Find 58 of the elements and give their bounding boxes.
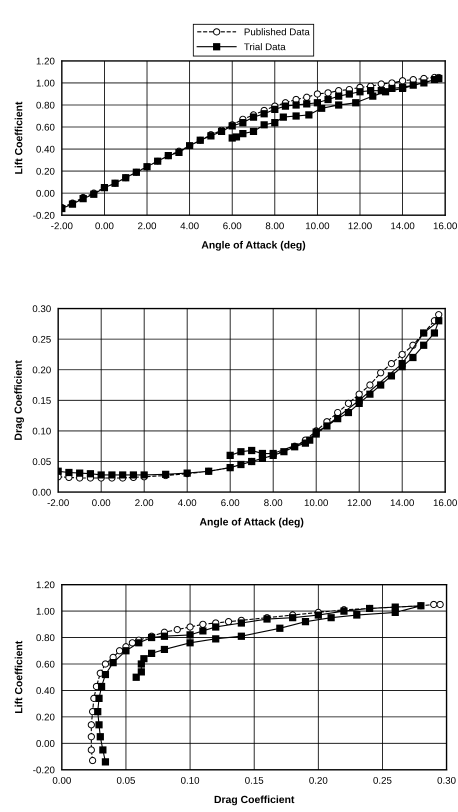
x-tick-label: 0.05: [116, 776, 136, 784]
x-tick-label: 14.00: [391, 222, 414, 230]
y-tick-label: 0.15: [32, 397, 51, 404]
y-tick-label: -0.20: [33, 212, 55, 219]
x-axis-title: Angle of Attack (deg): [202, 240, 306, 251]
x-tick-label: 2.00: [135, 499, 154, 506]
x-axis-title: Angle of Attack (deg): [200, 518, 304, 528]
x-tick-label: 0.30: [437, 776, 456, 784]
legend-label: Trial Data: [244, 43, 286, 50]
x-tick-label: -2.00: [48, 499, 69, 506]
x-tick-label: 10.00: [306, 222, 330, 230]
x-tick-label: 4.00: [180, 222, 199, 230]
y-axis-title: Lift Coefficient: [14, 640, 22, 713]
x-tick-label: 16.00: [434, 222, 457, 230]
y-tick-label: 1.20: [36, 58, 55, 65]
y-tick-label: 0.40: [36, 146, 55, 153]
legend-label: Published Data: [244, 28, 310, 36]
x-tick-label: 6.00: [221, 499, 240, 506]
x-tick-label: 0.25: [373, 776, 392, 784]
y-tick-label: -0.20: [33, 766, 55, 774]
y-tick-label: 0.20: [36, 714, 55, 720]
x-tick-label: -2.00: [51, 222, 73, 230]
y-tick-label: 1.00: [36, 608, 55, 615]
x-tick-label: 10.00: [304, 499, 328, 506]
x-tick-label: 16.00: [434, 499, 457, 506]
x-tick-label: 0.00: [92, 499, 110, 506]
y-tick-label: 0.60: [36, 124, 55, 131]
x-tick-label: 8.00: [266, 222, 284, 230]
x-tick-label: 14.00: [390, 499, 414, 506]
y-tick-label: 0.00: [36, 190, 55, 197]
x-tick-label: 2.00: [138, 222, 156, 230]
y-tick-label: 1.20: [36, 581, 55, 588]
y-tick-label: 1.00: [36, 80, 55, 87]
x-tick-label: 6.00: [223, 222, 242, 230]
x-tick-label: 0.15: [245, 776, 264, 784]
x-tick-label: 0.10: [180, 776, 200, 784]
x-tick-label: 4.00: [178, 499, 196, 506]
y-tick-label: 0.80: [36, 102, 55, 109]
y-tick-label: 0.10: [32, 428, 51, 435]
y-tick-label: 0.20: [36, 168, 55, 175]
y-tick-label: 0.40: [36, 687, 55, 694]
x-tick-label: 0.20: [309, 776, 328, 784]
y-tick-label: 0.25: [32, 336, 51, 343]
x-tick-label: 0.00: [52, 776, 71, 784]
y-tick-label: 0.00: [36, 740, 55, 747]
y-tick-label: 0.60: [36, 660, 55, 668]
y-tick-label: 0.00: [32, 488, 51, 496]
y-axis-title: Lift Coefficient: [14, 102, 22, 174]
x-tick-label: 0.00: [95, 222, 114, 230]
x-tick-label: 12.00: [348, 222, 372, 230]
x-axis-title: Drag Coefficient: [214, 796, 294, 806]
x-tick-label: 8.00: [264, 499, 282, 506]
y-tick-label: 0.80: [36, 634, 55, 642]
y-tick-label: 0.30: [32, 305, 51, 312]
x-tick-label: 12.00: [348, 499, 371, 506]
y-tick-label: 0.05: [32, 458, 51, 466]
y-axis-title: Drag Coefficient: [14, 360, 24, 440]
y-tick-label: 0.20: [32, 366, 51, 374]
